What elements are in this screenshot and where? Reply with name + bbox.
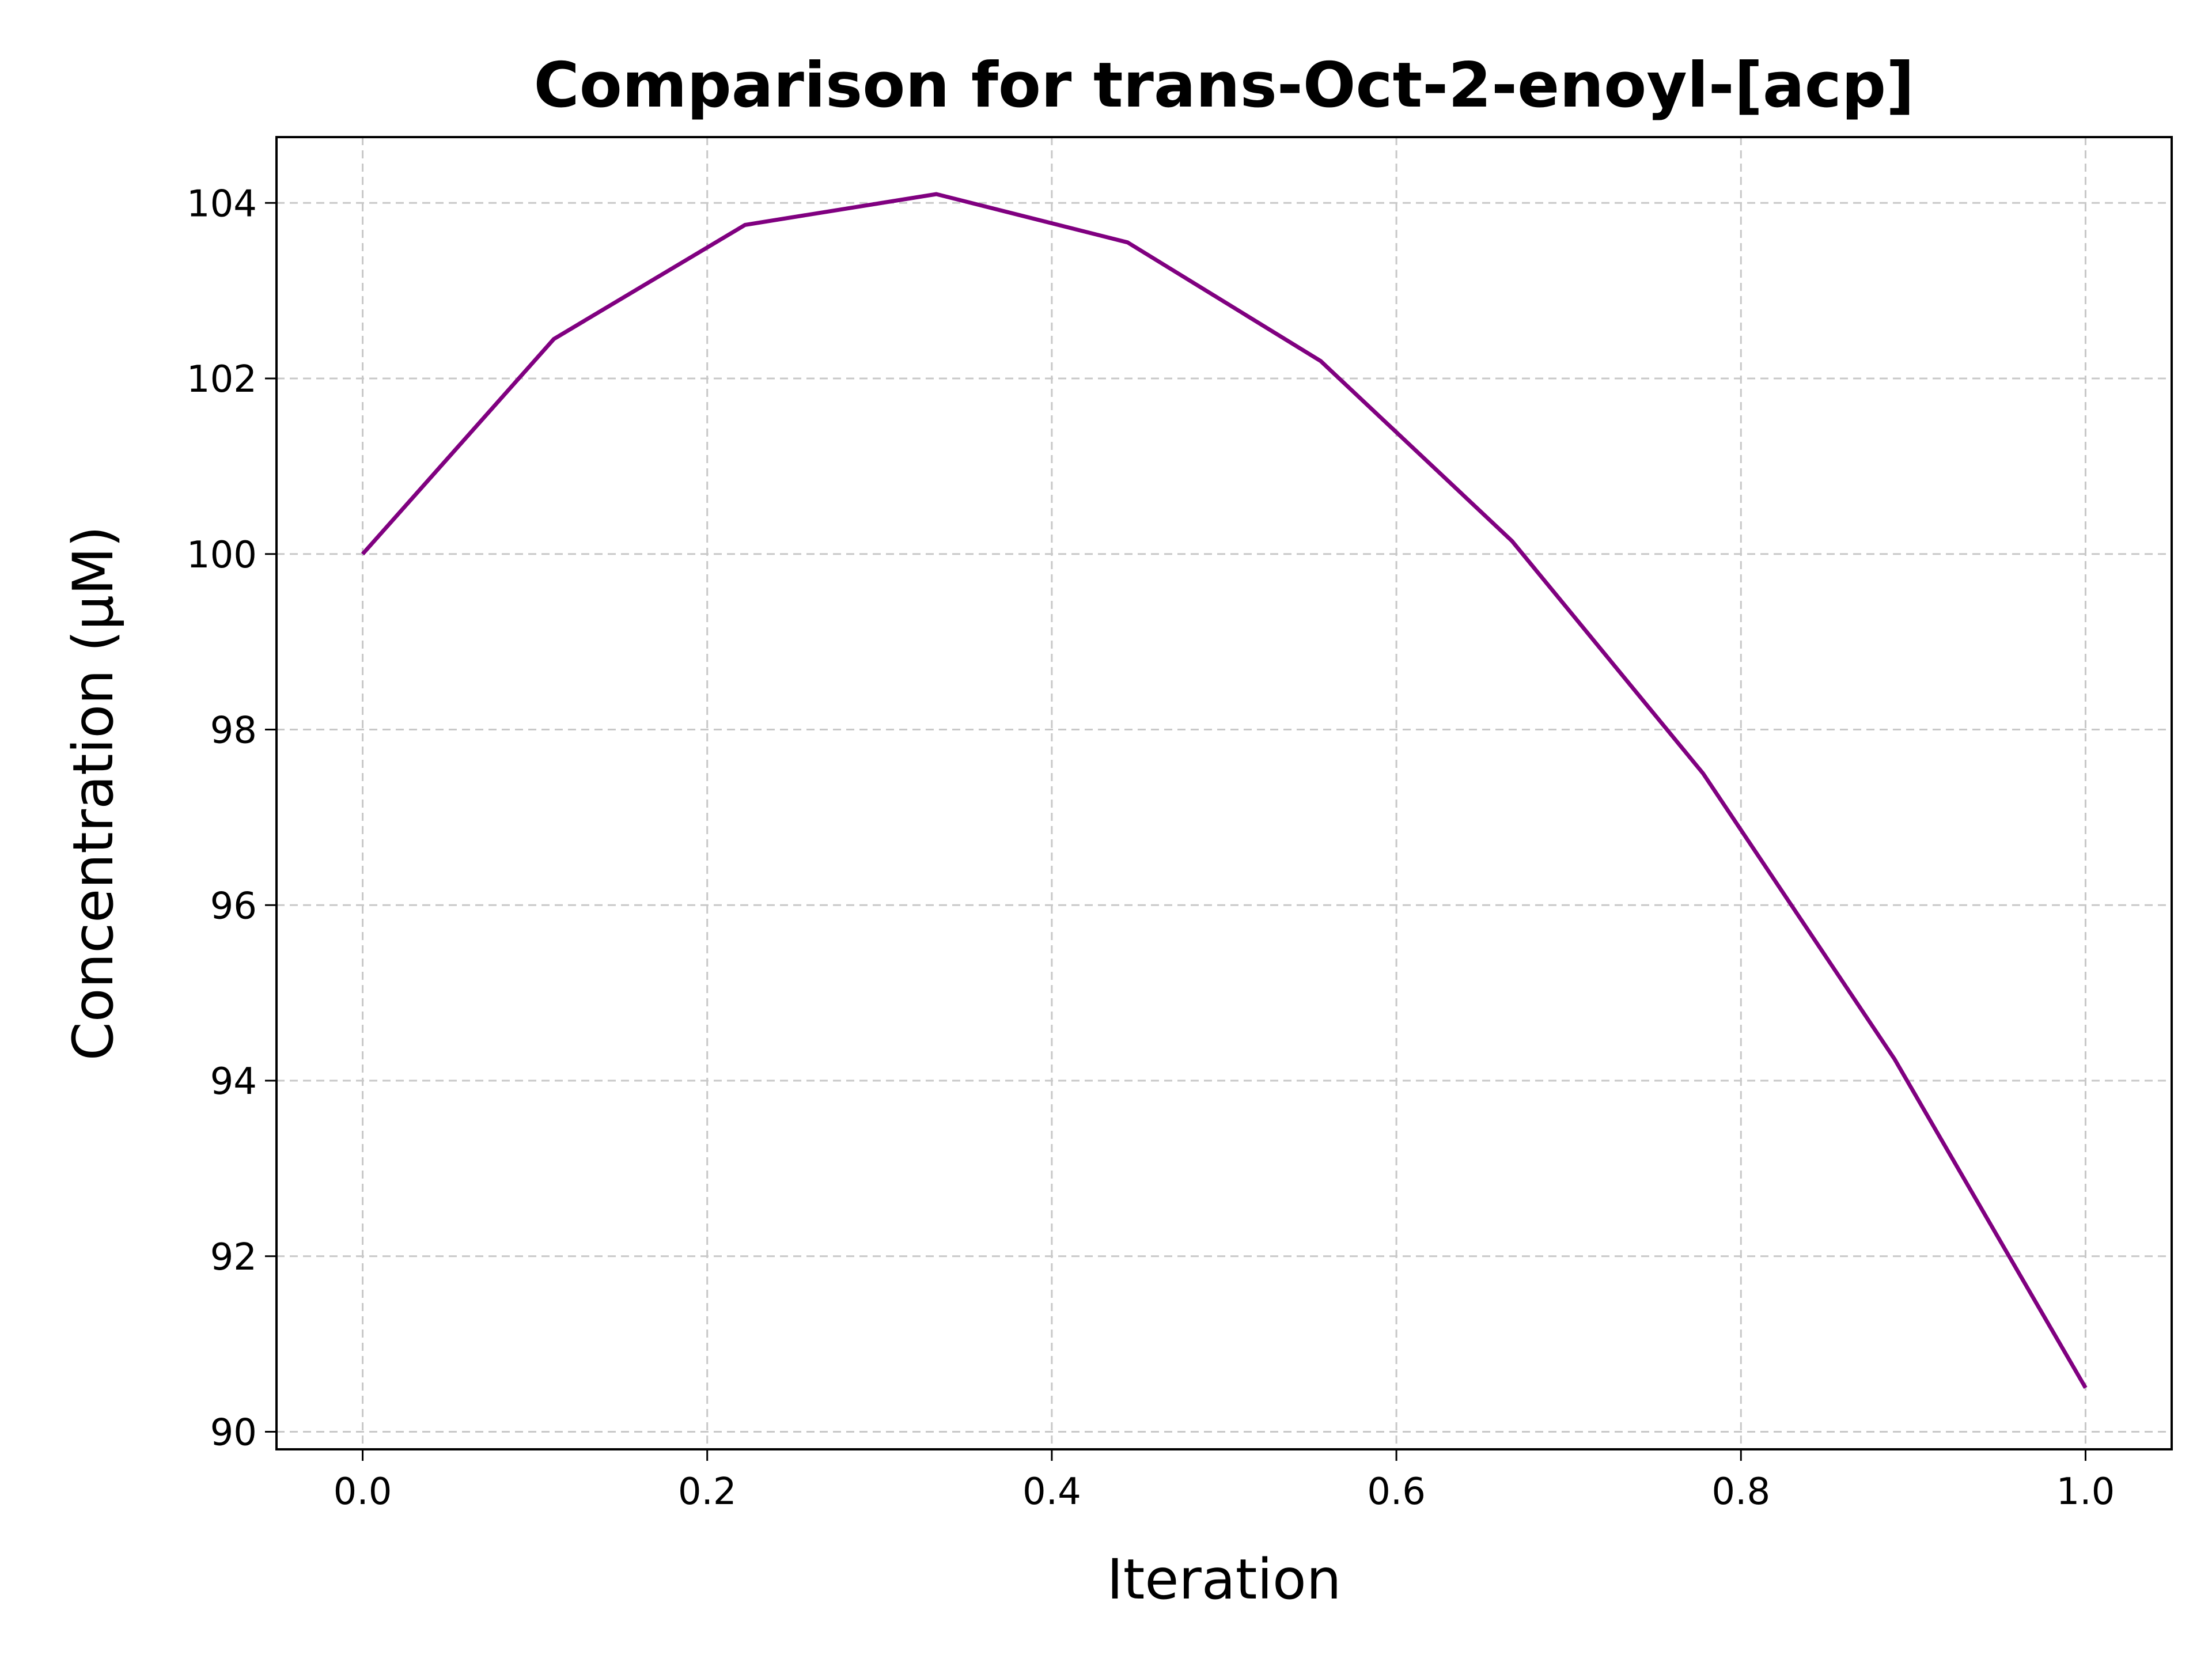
x-tick-label: 0.2 [678,1471,737,1513]
x-tick-label: 0.8 [1711,1471,1770,1513]
grid-lines [276,137,2172,1449]
x-tick-label: 0.4 [1022,1471,1081,1513]
y-tick-label: 102 [187,358,257,401]
y-axis-label: Concentration (μM) [61,526,126,1060]
x-axis-label: Iteration [1107,1547,1341,1612]
y-tick-label: 92 [210,1236,257,1279]
y-tick-label: 96 [210,885,257,927]
series-layer [361,192,2088,1389]
x-tick-label: 0.6 [1367,1471,1426,1513]
y-tick-label: 98 [210,710,257,752]
y-tick-label: 104 [187,183,257,225]
y-tick-label: 94 [210,1060,257,1103]
x-tick-label: 0.0 [334,1471,392,1513]
y-axis-ticks: 90 92 94 96 98 100 102 104 [187,183,276,1455]
x-axis-ticks: 0.0 0.2 0.4 0.6 0.8 1.0 [334,1449,2115,1513]
y-tick-label: 90 [210,1412,257,1455]
chart-title: Comparison for trans-Oct-2-enoyl-[acp] [534,50,1915,122]
x-tick-label: 1.0 [2056,1471,2115,1513]
y-tick-label: 100 [187,534,257,577]
series-line [361,192,2088,1389]
plot-frame [275,136,2173,1450]
